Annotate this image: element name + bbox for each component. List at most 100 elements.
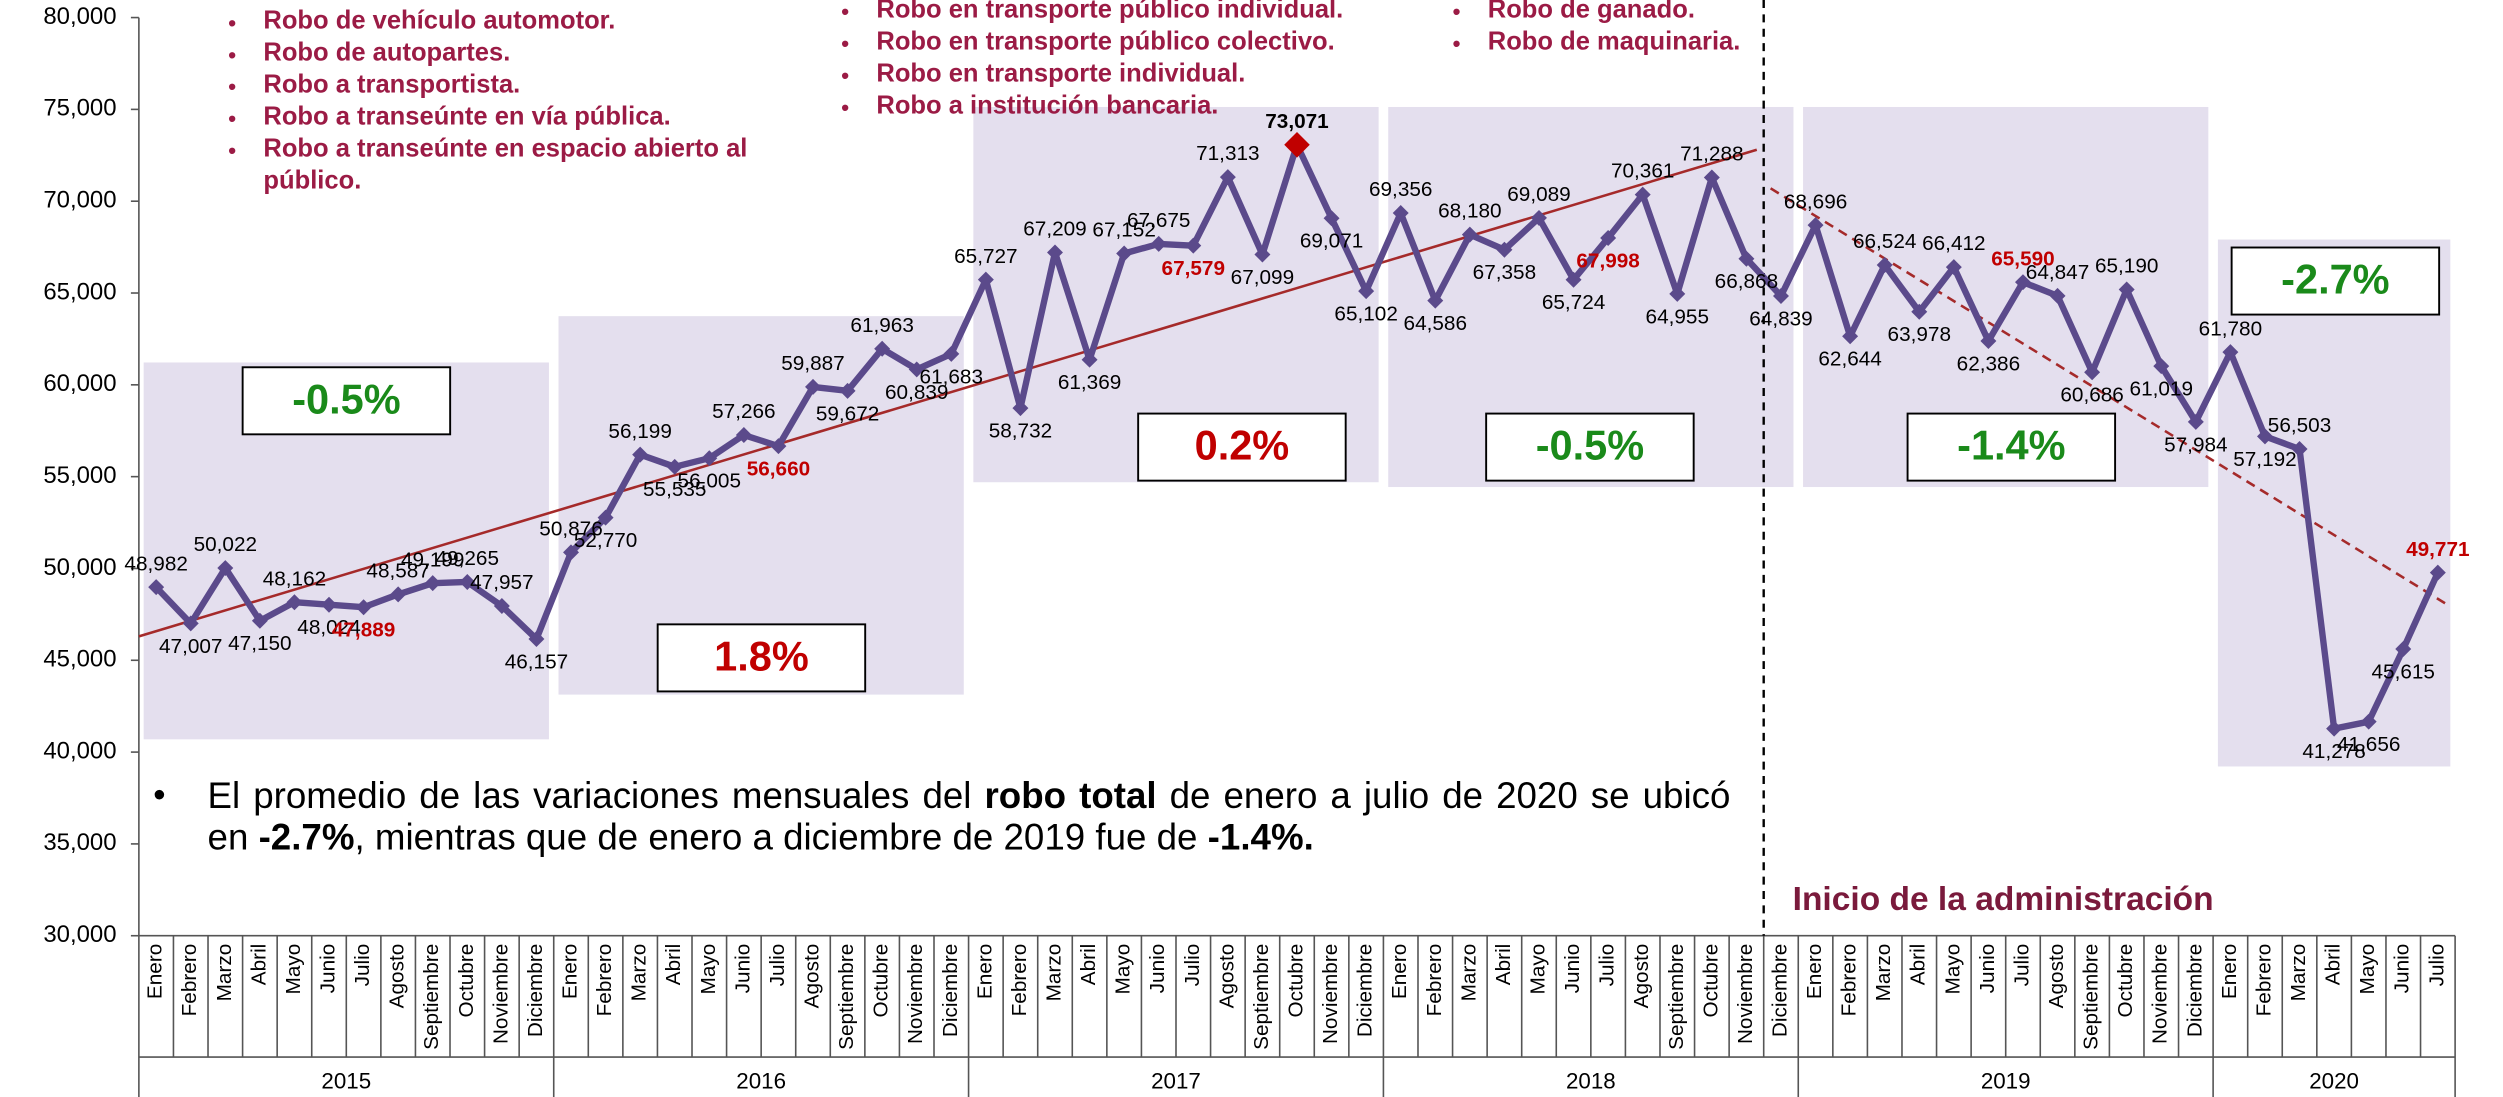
period-box: [2217, 239, 2451, 767]
value-label: 45,615: [2372, 660, 2435, 683]
x-tick-label: Marzo: [2287, 944, 2310, 1002]
y-tick-label: 30,000: [43, 921, 116, 948]
year-label: 2019: [1981, 1069, 2031, 1094]
change-box: [2230, 246, 2441, 316]
y-tick-label: 40,000: [43, 737, 116, 764]
value-label: 48,024: [297, 616, 360, 639]
value-label: 48,587: [366, 560, 429, 583]
x-tick-label: Febrero: [1838, 944, 1861, 1017]
x-tick-label: Mayo: [1526, 944, 1549, 995]
crime-item: Robo de maquinaria.: [1453, 27, 1836, 59]
value-label: 60,839: [885, 381, 948, 404]
note-text: robo total: [984, 774, 1157, 816]
point-marker: [1284, 132, 1310, 158]
value-label: 67,579: [1162, 257, 1225, 280]
crime-item: Robo de ganado.: [1453, 0, 1836, 27]
point-marker: [1980, 333, 1997, 349]
x-tick-label: Julio: [351, 944, 374, 987]
point-marker: [666, 458, 683, 475]
crime-item: Robo en transporte público colectivo.: [841, 27, 1448, 59]
x-tick-label: Noviembre: [1319, 944, 1342, 1044]
x-tick-label: Marzo: [628, 944, 651, 1002]
value-label: 61,963: [850, 314, 913, 337]
crime-list: Robo de ganado.Robo de maquinaria.: [1453, 0, 1836, 59]
value-label: 48,982: [124, 552, 187, 575]
value-label: 49,771: [2406, 538, 2469, 561]
change-box: [241, 366, 452, 436]
x-tick-label: Febrero: [2252, 944, 2275, 1017]
x-tick-label: Septiembre: [2080, 944, 2103, 1050]
point-marker: [977, 271, 994, 288]
value-label: 66,412: [1922, 232, 1985, 255]
y-tick-label: 35,000: [43, 829, 116, 856]
point-marker: [2395, 640, 2412, 657]
value-label: 57,266: [712, 400, 775, 423]
x-tick-label: Julio: [1596, 944, 1619, 987]
crime-item: Robo a transeúnte en espacio abierto al …: [228, 134, 851, 198]
value-label: 69,071: [1300, 230, 1363, 253]
point-marker: [424, 575, 441, 592]
x-tick-label: Octubre: [1699, 944, 1722, 1018]
value-label: 49,265: [436, 547, 499, 570]
value-label: 66,524: [1853, 230, 1916, 253]
change-label: -1.4%: [1957, 422, 2065, 469]
x-tick-label: Junio: [1976, 944, 1999, 994]
x-tick-label: Mayo: [282, 944, 305, 995]
value-label: 69,356: [1369, 178, 1432, 201]
value-label: 67,209: [1023, 218, 1086, 241]
value-label: 64,847: [2026, 261, 2089, 284]
x-tick-label: Junio: [317, 944, 340, 994]
x-tick-label: Noviembre: [2149, 944, 2172, 1044]
note-text: , mientras que de enero a diciembre de 2…: [354, 815, 1208, 858]
value-label: 68,696: [1784, 190, 1847, 213]
x-tick-label: Octubre: [1284, 944, 1307, 1018]
year-label: 2018: [1566, 1069, 1616, 1094]
note: El promedio de las variaciones mensuales…: [153, 774, 1730, 857]
value-label: 67,152: [1092, 219, 1155, 242]
x-tick-label: Enero: [558, 944, 581, 999]
value-label: 65,590: [1991, 247, 2054, 270]
year-label: 2015: [321, 1069, 371, 1094]
x-tick-label: Abril: [1492, 944, 1515, 986]
crime-list: Robo de vehículo automotor.Robo de autop…: [228, 6, 851, 198]
year-label: 2017: [1151, 1069, 1201, 1094]
value-label: 65,724: [1542, 291, 1605, 314]
point-marker: [2153, 358, 2170, 375]
point-marker: [182, 615, 199, 632]
x-tick-label: Diciembre: [2183, 944, 2206, 1037]
value-label: 47,889: [332, 619, 395, 642]
point-marker: [355, 599, 372, 616]
y-tick-label: 50,000: [43, 554, 116, 581]
value-label: 61,780: [2199, 317, 2262, 340]
x-tick-label: Marzo: [1457, 944, 1480, 1002]
value-label: 67,998: [1576, 249, 1639, 272]
x-tick-label: Junio: [1146, 944, 1169, 994]
y-tick-label: 80,000: [43, 3, 116, 30]
value-label: 67,358: [1473, 261, 1536, 284]
point-marker: [2049, 287, 2066, 304]
value-label: 64,955: [1646, 305, 1709, 328]
x-tick-label: Noviembre: [904, 944, 927, 1044]
note-text: -1.4%.: [1207, 815, 1314, 858]
trend-line: [1769, 187, 2449, 607]
value-label: 47,957: [470, 571, 533, 594]
value-label: 58,732: [989, 420, 1052, 443]
x-tick-label: Abril: [1907, 944, 1930, 986]
value-label: 64,839: [1749, 307, 1812, 330]
change-label: -0.5%: [292, 375, 400, 422]
point-marker: [493, 597, 510, 614]
value-label: 63,978: [1888, 323, 1951, 346]
x-tick-label: Diciembre: [1354, 944, 1377, 1037]
y-tick-label: 55,000: [43, 462, 116, 489]
x-tick-label: Enero: [2218, 944, 2241, 999]
value-label: 62,386: [1957, 352, 2020, 375]
point-marker: [286, 594, 303, 611]
value-label: 69,089: [1507, 183, 1570, 206]
x-tick-label: Marzo: [1042, 944, 1065, 1002]
value-label: 64,586: [1404, 312, 1467, 335]
value-label: 60,686: [2060, 384, 2123, 407]
x-tick-label: Marzo: [213, 944, 236, 1002]
value-label: 56,199: [608, 420, 671, 443]
